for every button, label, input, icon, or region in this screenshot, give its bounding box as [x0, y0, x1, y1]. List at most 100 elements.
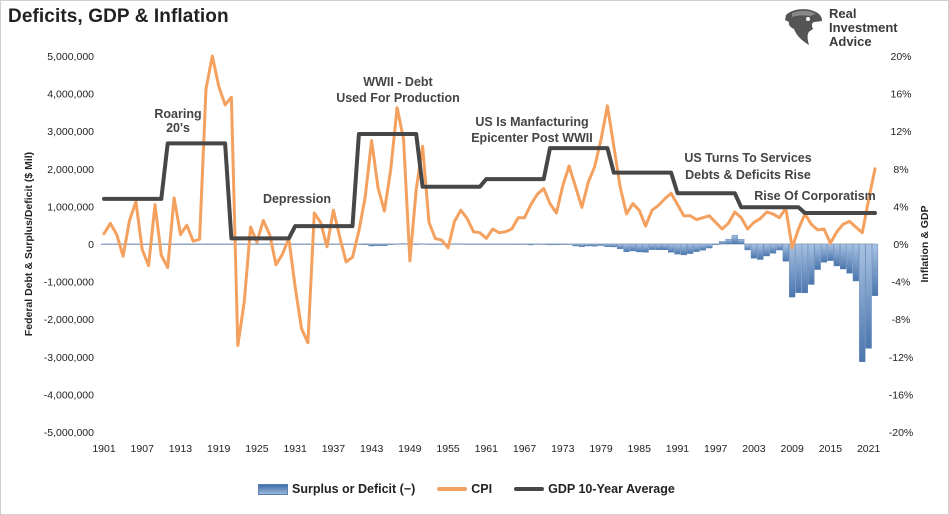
x-tick-label: 1919 [207, 443, 231, 455]
deficit-bar [419, 243, 426, 245]
deficit-bar [871, 243, 879, 296]
deficit-bar [559, 243, 566, 245]
annotation-text: WWII - Debt [363, 75, 433, 89]
cpi-line [102, 54, 877, 347]
y-right-tick-label: 20% [890, 51, 911, 63]
deficit-bar [833, 243, 840, 267]
deficit-bar [151, 243, 159, 245]
x-tick-label: 1997 [704, 443, 728, 455]
deficit-bar [521, 243, 528, 245]
deficit-bar [769, 243, 777, 254]
deficit-bar [540, 243, 547, 245]
annotation-text: US Turns To Services [684, 151, 811, 165]
deficit-bar [464, 243, 471, 245]
x-tick-label: 2015 [819, 443, 843, 455]
y-left-axis-title: Federal Debt & Surplus/Deficit ($ Mil) [23, 152, 35, 336]
deficit-bar [636, 243, 643, 253]
deficit-bar [687, 243, 694, 254]
deficit-bar [215, 243, 222, 245]
deficit-bar [795, 243, 802, 293]
deficit-bar [107, 243, 114, 245]
y-right-tick-label: 4% [893, 201, 908, 213]
deficit-bar [738, 238, 745, 245]
deficit-bar [814, 243, 821, 270]
deficit-bar [699, 243, 707, 251]
deficit-bar [718, 241, 726, 245]
annotation-text: Epicenter Post WWII [471, 131, 593, 145]
x-tick-label: 1925 [245, 443, 269, 455]
deficit-bar [578, 243, 585, 247]
deficit-bar [502, 243, 509, 245]
deficit-bar [546, 243, 554, 246]
deficit-bar [776, 243, 783, 251]
y-left-tick-label: 0 [88, 239, 94, 251]
deficit-bar [304, 243, 312, 245]
deficit-bar [368, 243, 375, 247]
x-tick-label: 1901 [92, 443, 116, 455]
annotation-text: Roaring [154, 107, 201, 121]
deficit-bar [674, 243, 681, 255]
deficit-bar [680, 243, 687, 256]
deficit-bar [585, 243, 592, 247]
deficit-bar [170, 243, 178, 245]
deficit-bar [241, 243, 248, 245]
deficit-bar [260, 243, 267, 245]
logo-line-3: Advice [829, 34, 872, 49]
chart-title: Deficits, GDP & Inflation [8, 6, 229, 27]
deficit-bar [132, 243, 139, 245]
deficit-bar [763, 243, 770, 257]
deficit-bar [400, 243, 407, 245]
x-tick-label: 1913 [169, 443, 193, 455]
deficit-bar [483, 243, 490, 245]
deficit-bar [394, 243, 401, 245]
deficit-bar [572, 243, 579, 247]
deficit-bar [725, 239, 732, 245]
deficit-bar [470, 243, 477, 245]
deficit-bar [317, 243, 324, 245]
deficit-bar [597, 243, 605, 246]
deficit-bar [801, 243, 809, 294]
deficit-bar [476, 243, 484, 245]
deficit-bar [808, 243, 815, 285]
x-tick-label: 1967 [513, 443, 537, 455]
deficit-bar [374, 243, 382, 246]
deficit-bar [202, 243, 210, 245]
deficit-bar [298, 243, 305, 245]
annotation-text: Used For Production [336, 91, 460, 105]
deficit-bar [343, 243, 350, 245]
annotation-text: 20's [166, 121, 190, 135]
deficit-bar [610, 243, 617, 248]
y-right-tick-label: 16% [890, 89, 911, 101]
y-left-tick-label: -2,000,000 [44, 314, 94, 326]
deficit-bar [757, 243, 764, 260]
deficit-bar [126, 243, 133, 245]
y-left-tick-label: -4,000,000 [44, 389, 94, 401]
deficit-bar [617, 243, 624, 250]
deficit-bar [706, 243, 713, 249]
real-investment-advice-logo: Real Investment Advice [782, 5, 922, 51]
deficit-bar [209, 243, 216, 245]
legend-item-cpi: CPI [437, 482, 492, 496]
deficit-bar [183, 243, 190, 245]
logo-line-2: Investment [829, 20, 898, 35]
legend-swatch-gdp [514, 487, 545, 491]
legend-label-gdp: GDP 10-Year Average [548, 482, 675, 496]
logo-line-1: Real [829, 6, 857, 21]
logo-text: Real Investment Advice [829, 7, 898, 49]
deficit-bar [553, 243, 560, 246]
legend-label-cpi: CPI [471, 482, 493, 496]
y-left-tick-label: 5,000,000 [47, 51, 94, 63]
deficit-bar [489, 243, 496, 245]
deficit-bar [432, 243, 439, 245]
x-tick-label: 2003 [742, 443, 766, 455]
x-tick-label: 1955 [436, 443, 460, 455]
x-tick-label: 1937 [322, 443, 346, 455]
x-tick-label: 1979 [589, 443, 613, 455]
deficit-bar [221, 243, 229, 245]
deficit-bar [865, 243, 872, 349]
y-left-tick-label: 4,000,000 [47, 89, 94, 101]
deficit-bar [859, 243, 866, 362]
deficit-bar [782, 243, 789, 262]
deficit-bar [451, 243, 458, 245]
deficit-bar [457, 243, 464, 245]
